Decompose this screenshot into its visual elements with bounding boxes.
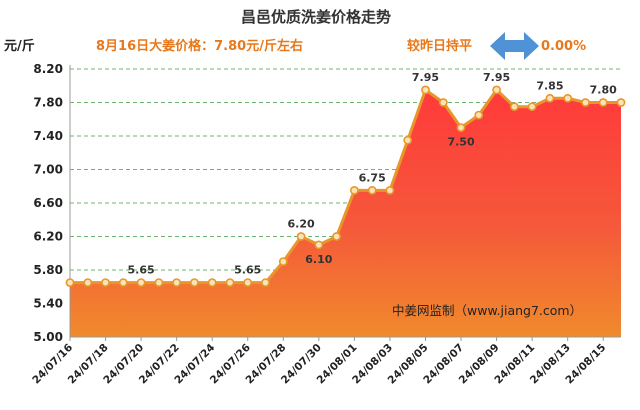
y-axis-unit-label: 元/斤 — [4, 38, 35, 54]
data-point — [510, 102, 519, 112]
y-tick-label: 7.00 — [33, 163, 63, 177]
data-point — [154, 278, 164, 287]
data-label: 7.85 — [536, 79, 563, 92]
data-point — [598, 98, 608, 107]
y-tick-label: 5.40 — [33, 297, 63, 311]
data-point — [385, 185, 395, 195]
y-tick-label: 5.80 — [33, 263, 63, 277]
axes — [69, 65, 621, 341]
data-point — [172, 278, 181, 287]
data-point — [616, 98, 626, 107]
y-tick-label: 6.60 — [33, 196, 63, 210]
data-label: 7.95 — [412, 71, 439, 84]
watermark: 中姜网监制（www.jiang7.com） — [392, 303, 582, 318]
data-point — [296, 232, 306, 241]
data-point — [492, 85, 501, 95]
data-label: 5.65 — [128, 264, 155, 277]
data-point — [83, 278, 93, 287]
data-label: 7.95 — [483, 71, 510, 84]
data-point — [474, 110, 484, 120]
data-point — [118, 278, 128, 287]
data-point — [314, 240, 324, 250]
data-point — [545, 93, 555, 103]
price-note: 8月16日大姜价格：7.80元/斤左右 — [96, 38, 303, 54]
y-tick-label: 5.00 — [33, 330, 63, 344]
data-point — [207, 278, 217, 287]
y-tick-labels: 5.00 5.40 5.80 6.20 6.60 7.00 7.40 7.80 8.20 — [33, 62, 63, 344]
data-label: 5.65 — [234, 264, 261, 277]
data-point — [101, 278, 110, 287]
data-point — [189, 278, 199, 287]
data-points — [65, 85, 626, 287]
x-tick-labels: 24/07/1624/07/1824/07/2024/07/2224/07/24… — [30, 342, 608, 387]
compare-label: 较昨日持平 — [407, 38, 472, 54]
y-tick-label: 7.80 — [33, 96, 63, 110]
data-point — [278, 257, 288, 266]
data-label: 6.75 — [359, 171, 386, 184]
data-point — [136, 278, 146, 287]
data-point — [65, 278, 75, 287]
data-point — [581, 98, 590, 107]
data-label: 7.80 — [590, 84, 617, 97]
data-point — [403, 135, 413, 145]
y-tick-label: 7.40 — [33, 129, 63, 143]
data-label: 7.50 — [447, 136, 474, 149]
data-point — [438, 98, 448, 107]
data-point — [421, 85, 430, 95]
data-point — [456, 123, 466, 132]
double-arrow-icon — [490, 32, 539, 60]
data-point — [349, 185, 359, 195]
y-tick-label: 8.20 — [33, 62, 63, 76]
data-point — [367, 185, 377, 195]
data-point — [261, 278, 270, 287]
compare-value: 0.00% — [541, 39, 586, 54]
data-label: 6.20 — [287, 218, 314, 231]
data-label: 6.10 — [305, 253, 332, 266]
data-point — [527, 102, 537, 112]
data-labels: 5.65 5.65 6.20 6.10 6.75 7.95 7.50 7.95 7.85 7.80 — [128, 71, 618, 277]
data-point — [225, 278, 235, 287]
data-point — [563, 93, 573, 103]
y-tick-label: 6.20 — [33, 230, 63, 244]
data-point — [243, 278, 253, 287]
data-point — [332, 232, 341, 241]
chart-title: 昌邑优质洗姜价格走势 — [241, 8, 391, 26]
